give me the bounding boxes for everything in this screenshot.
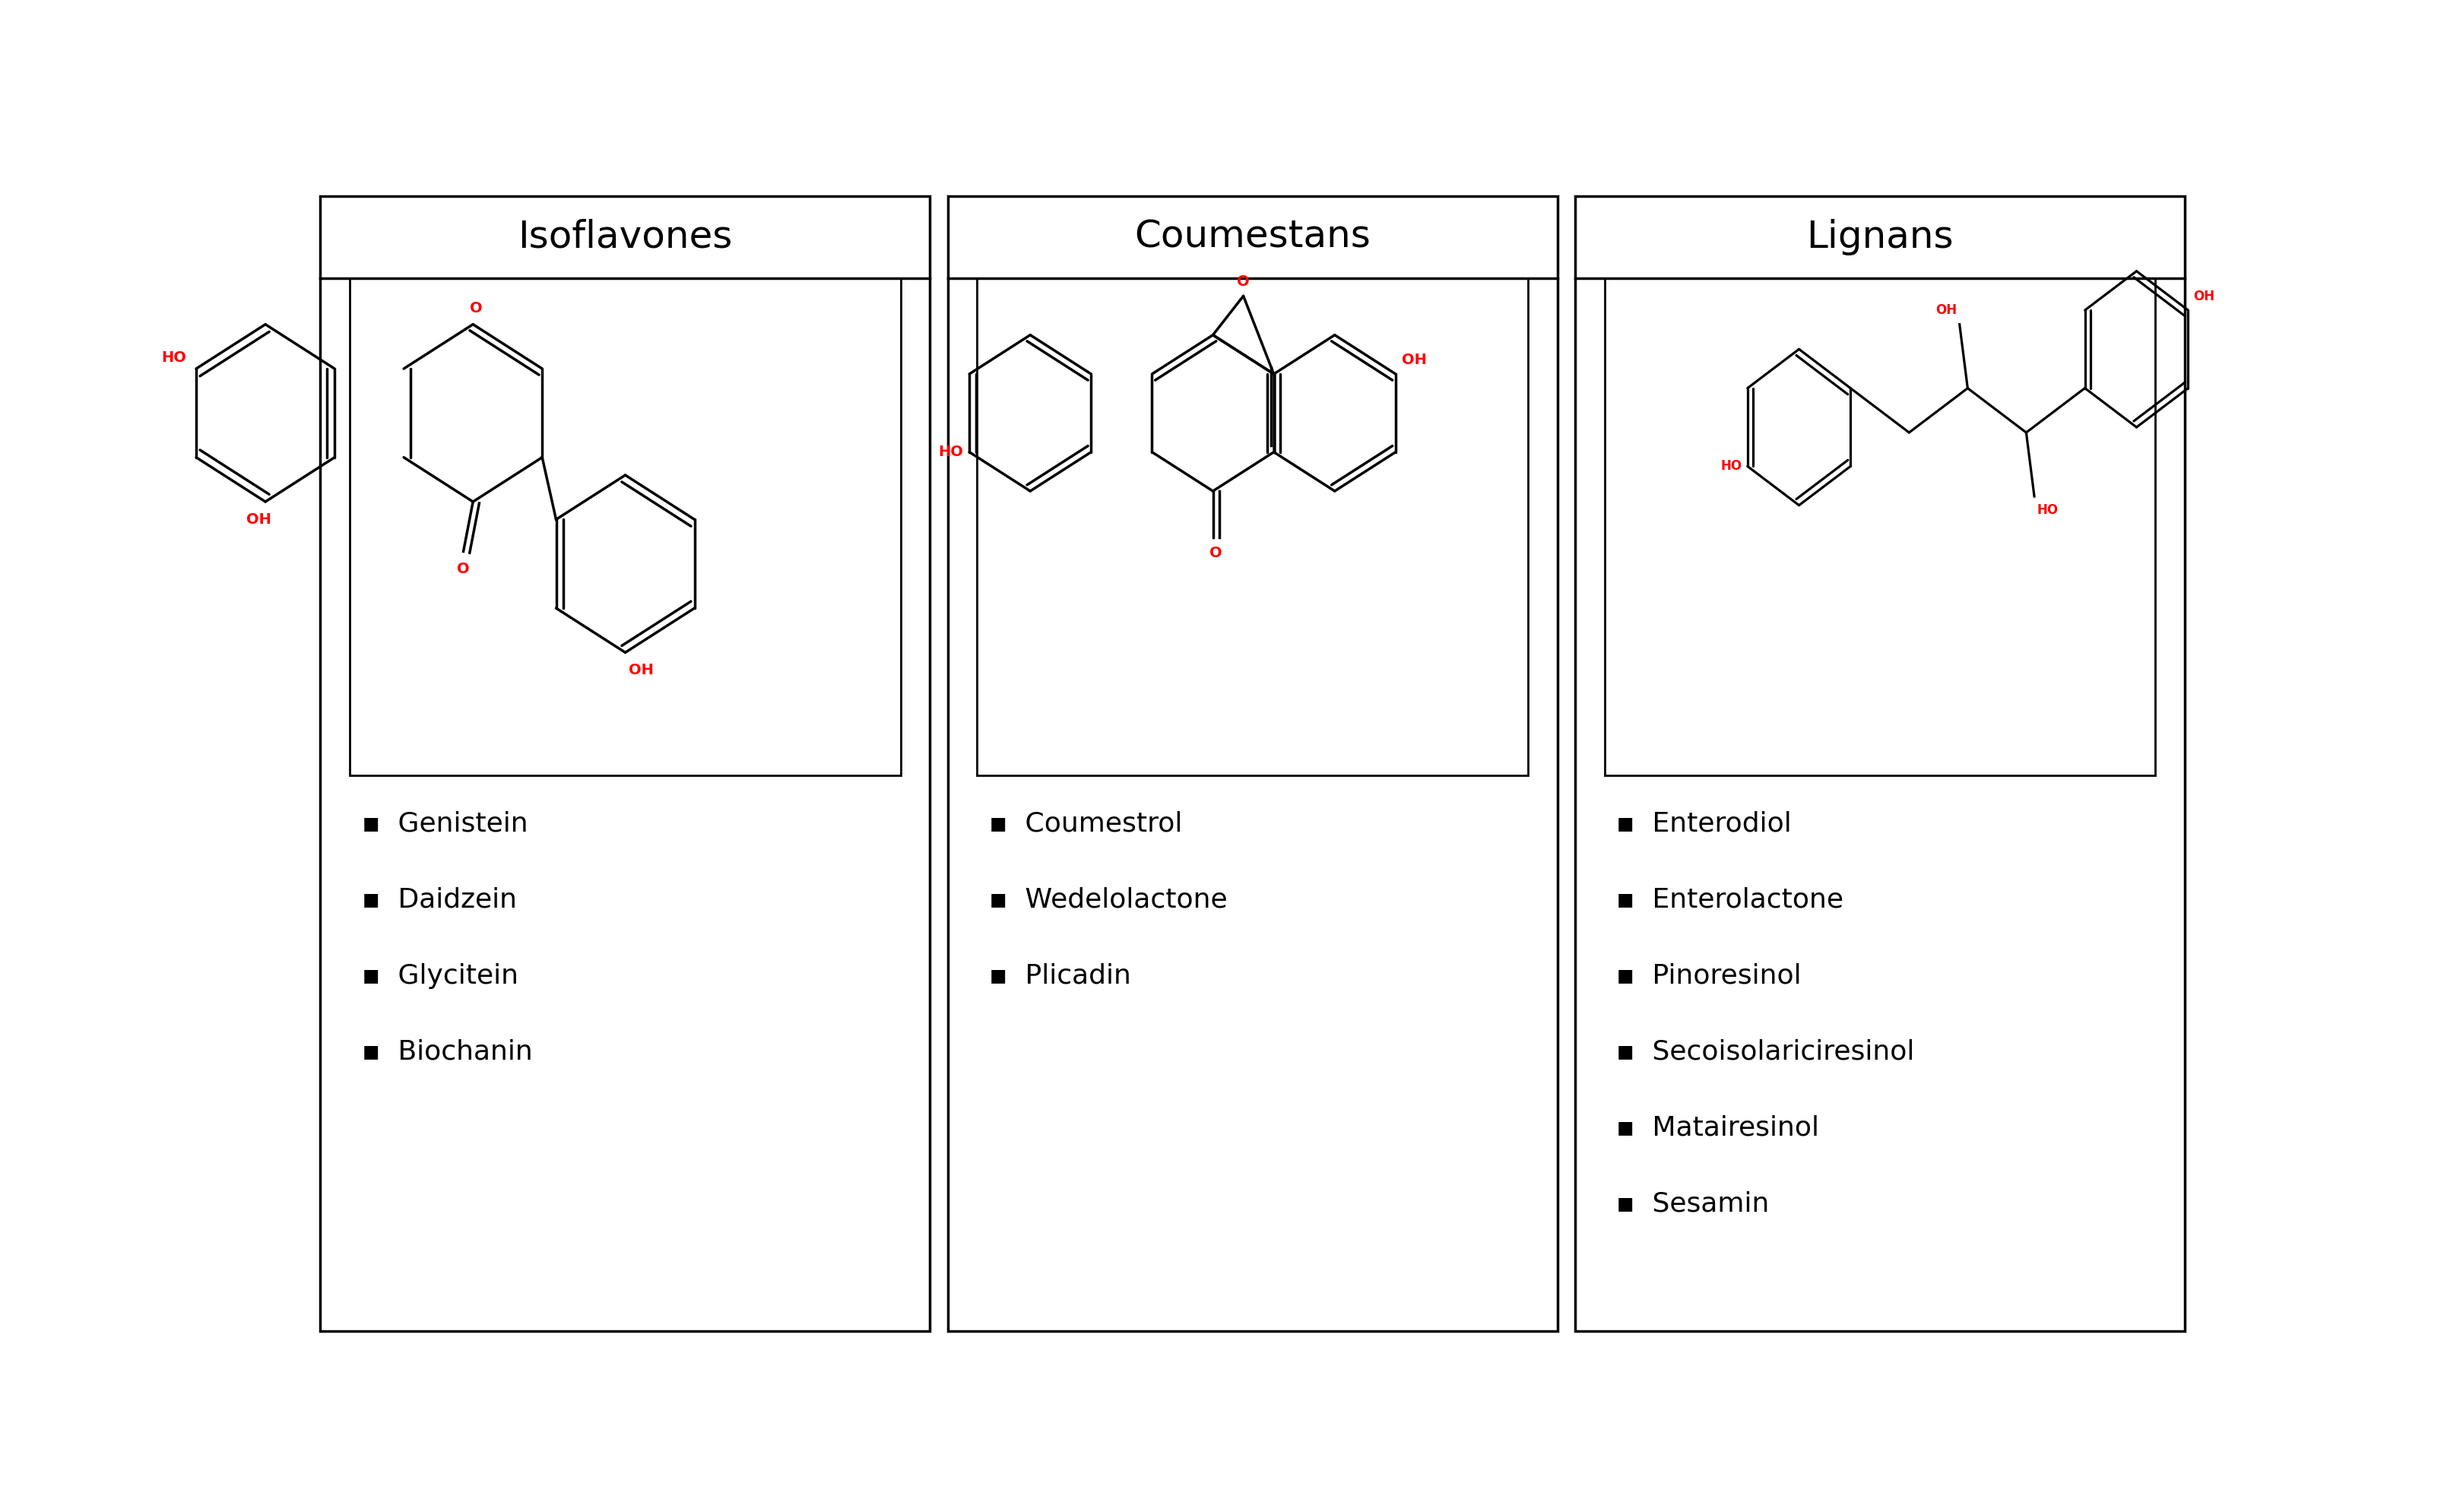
Text: ▪  Enterodiol: ▪ Enterodiol — [1615, 810, 1791, 836]
Text: OH: OH — [1936, 304, 1958, 318]
Text: ▪  Biochanin: ▪ Biochanin — [362, 1039, 533, 1064]
Text: O: O — [1210, 546, 1222, 559]
Text: ▪  Sesamin: ▪ Sesamin — [1615, 1191, 1769, 1217]
Text: HO: HO — [2036, 503, 2058, 517]
Text: HO: HO — [938, 445, 963, 460]
Text: O: O — [1237, 274, 1249, 289]
Text: OH: OH — [1403, 352, 1427, 367]
Text: OH: OH — [247, 513, 271, 526]
Bar — [1574, 197, 2185, 1331]
Text: ▪  Wedelolactone: ▪ Wedelolactone — [990, 886, 1227, 913]
Text: O: O — [469, 301, 481, 316]
Text: HO: HO — [161, 351, 186, 364]
Text: ▪  Coumestrol: ▪ Coumestrol — [990, 810, 1183, 836]
Text: ▪  Glycitein: ▪ Glycitein — [362, 963, 518, 989]
Text: OH: OH — [2192, 289, 2214, 302]
Text: Isoflavones: Isoflavones — [518, 219, 733, 256]
Bar — [320, 197, 931, 1331]
Bar — [349, 278, 899, 776]
Text: ▪  Pinoresinol: ▪ Pinoresinol — [1615, 963, 1801, 989]
Bar — [1606, 278, 2156, 776]
Text: O: O — [457, 562, 469, 576]
Text: ▪  Genistein: ▪ Genistein — [362, 810, 528, 836]
Text: ▪  Enterolactone: ▪ Enterolactone — [1615, 886, 1843, 913]
Text: ▪  Plicadin: ▪ Plicadin — [990, 963, 1132, 989]
Bar — [978, 278, 1528, 776]
Text: Coumestans: Coumestans — [1134, 219, 1371, 256]
Text: ▪  Matairesinol: ▪ Matairesinol — [1615, 1114, 1818, 1142]
Text: OH: OH — [628, 664, 653, 677]
Text: HO: HO — [1721, 460, 1743, 473]
Text: ▪  Secoisolariciresinol: ▪ Secoisolariciresinol — [1615, 1039, 1914, 1064]
Text: Lignans: Lignans — [1806, 219, 1953, 256]
Bar — [948, 197, 1557, 1331]
Text: ▪  Daidzein: ▪ Daidzein — [362, 886, 516, 913]
